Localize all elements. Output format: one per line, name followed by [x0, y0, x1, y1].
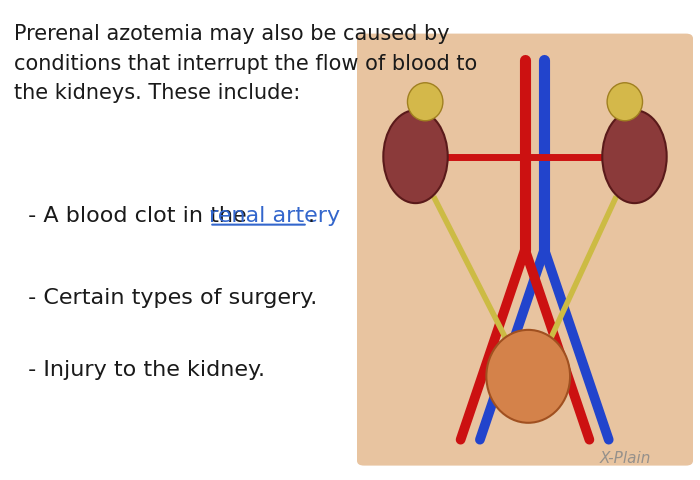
Ellipse shape	[407, 83, 443, 121]
Text: Prerenal azotemia may also be caused by
conditions that interrupt the flow of bl: Prerenal azotemia may also be caused by …	[14, 24, 477, 103]
Ellipse shape	[607, 83, 643, 121]
Text: renal artery: renal artery	[209, 206, 340, 227]
FancyBboxPatch shape	[357, 34, 693, 466]
Ellipse shape	[602, 110, 666, 203]
Ellipse shape	[384, 110, 448, 203]
Text: .: .	[307, 206, 314, 227]
Ellipse shape	[486, 330, 570, 423]
Text: - Certain types of surgery.: - Certain types of surgery.	[21, 288, 317, 308]
Text: - A blood clot in the: - A blood clot in the	[21, 206, 253, 227]
Text: - Injury to the kidney.: - Injury to the kidney.	[21, 360, 265, 380]
Text: X-Plain: X-Plain	[600, 451, 651, 466]
